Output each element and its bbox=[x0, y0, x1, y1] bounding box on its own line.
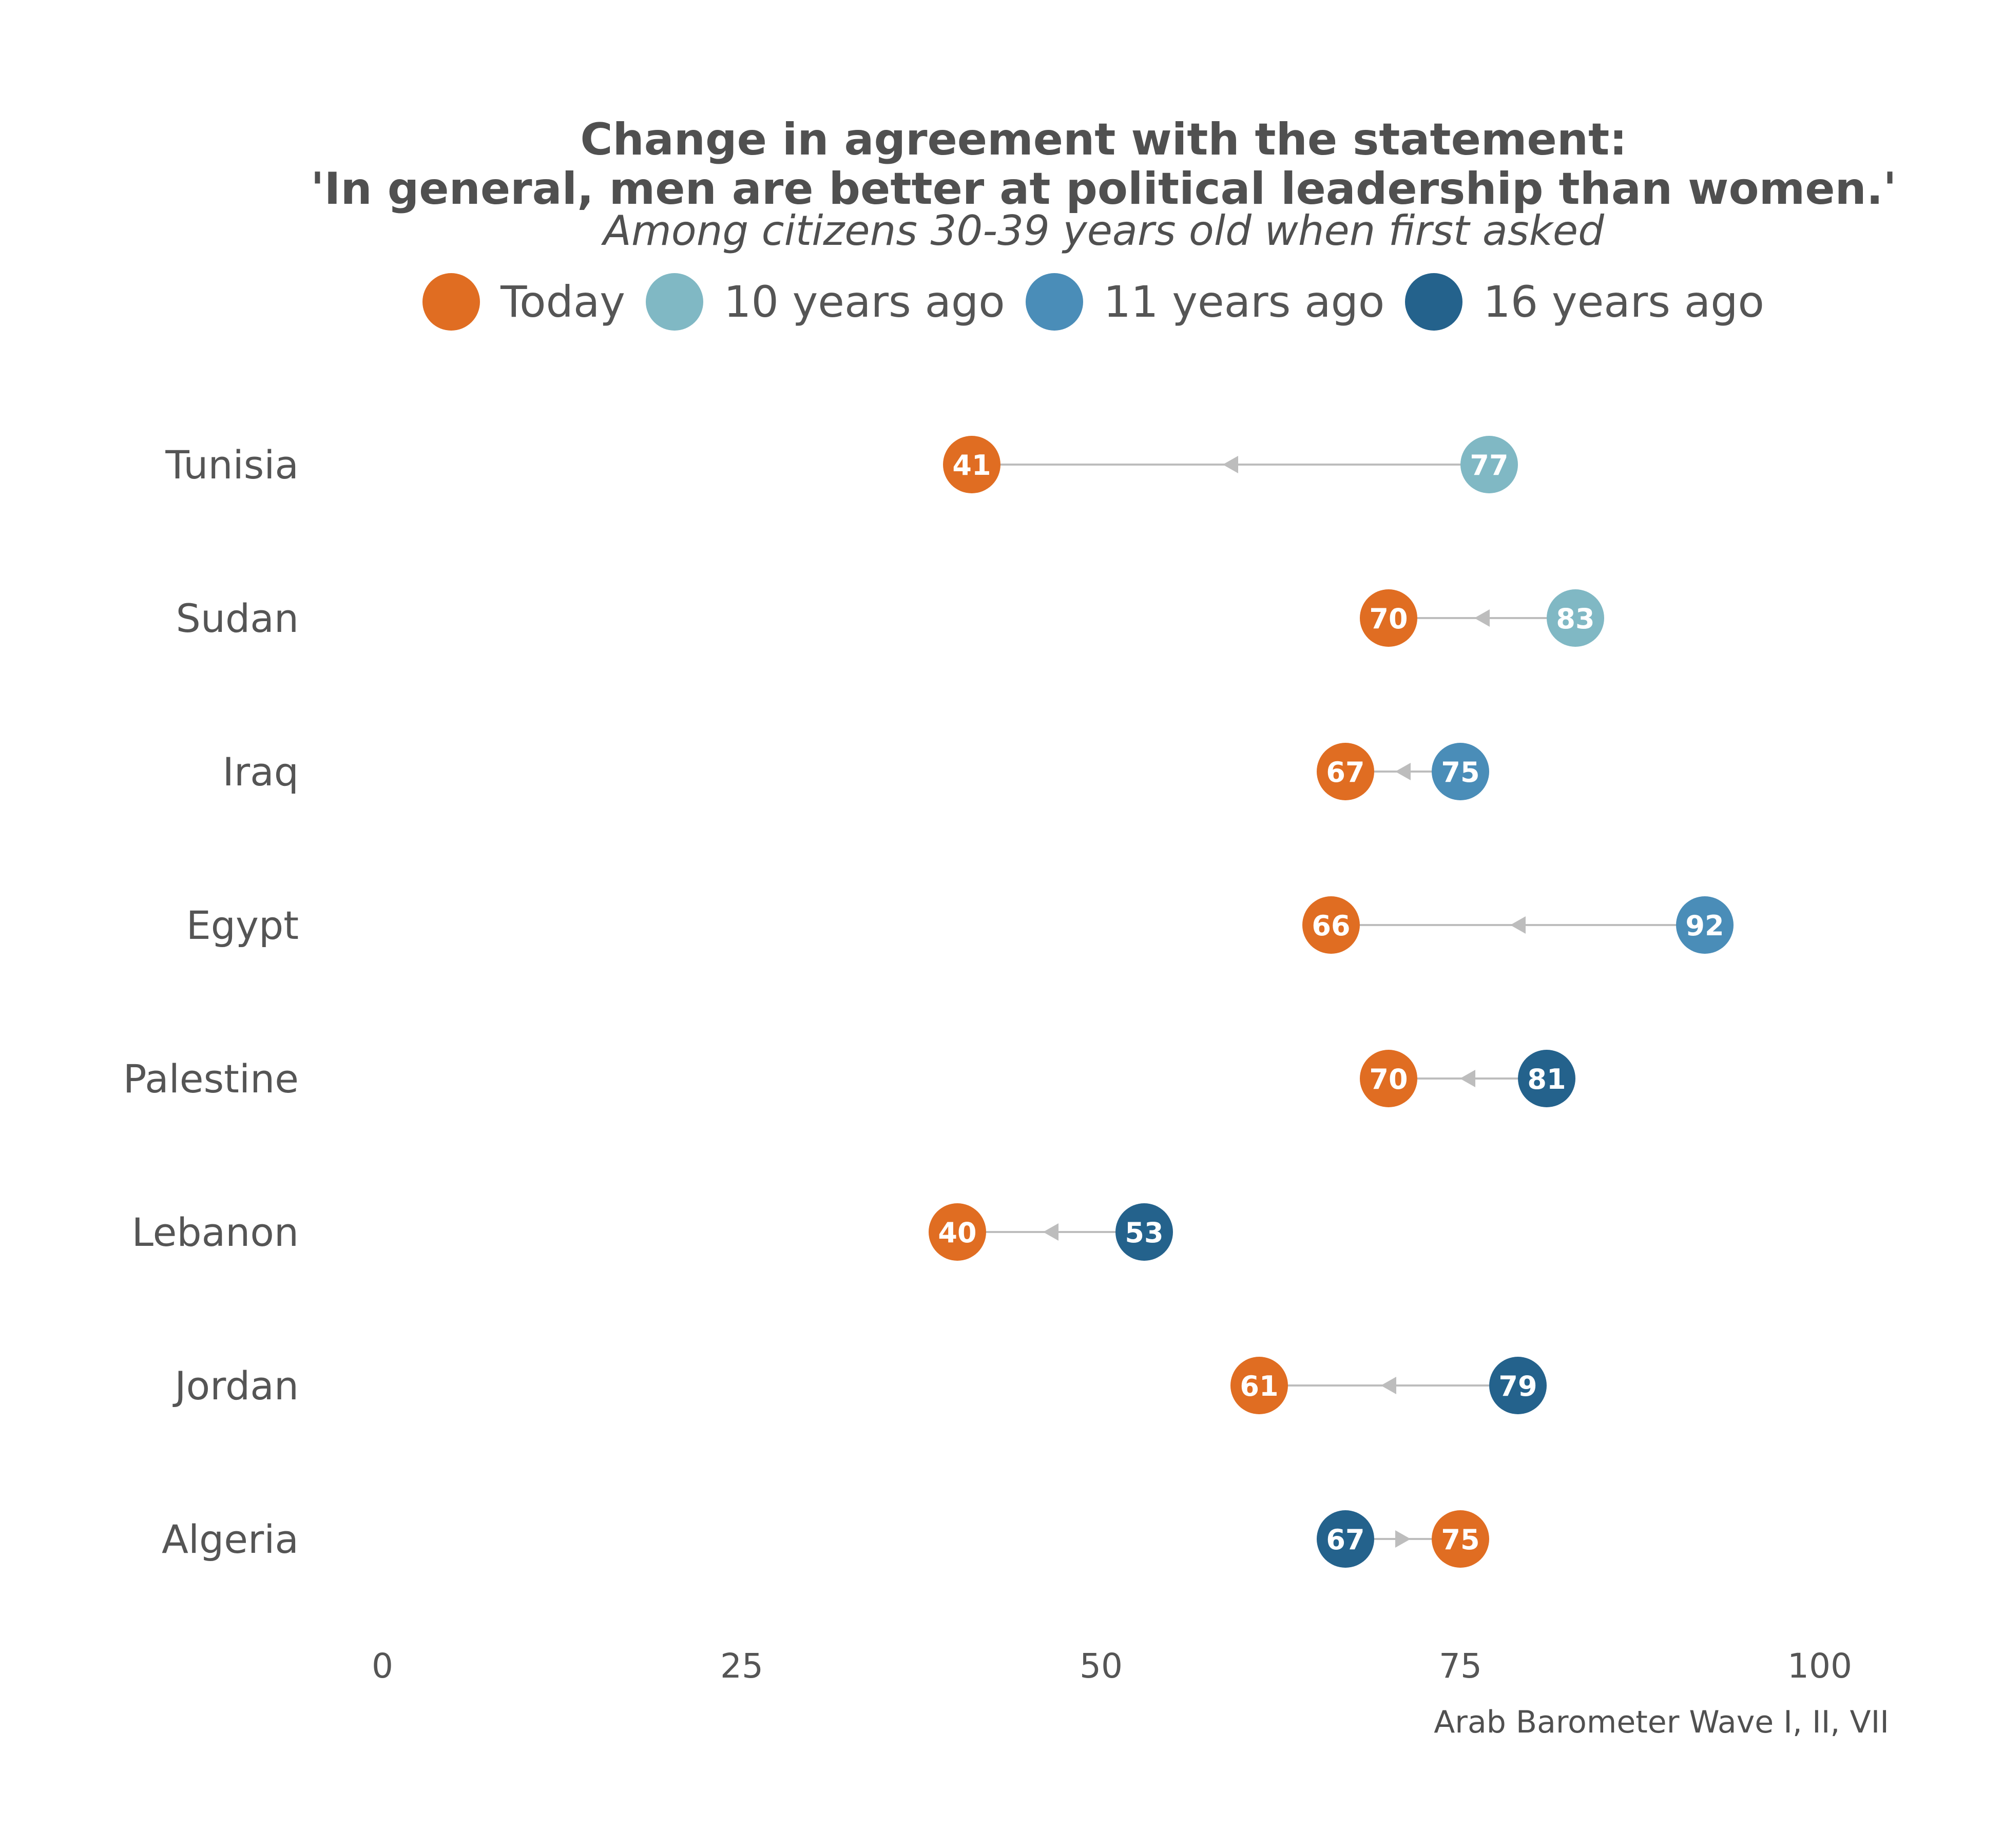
today-dot bbox=[1360, 1050, 1417, 1107]
chart-title: Change in agreement with the statement: bbox=[580, 114, 1627, 165]
past-dot bbox=[1460, 436, 1518, 493]
legend-label: 10 years ago bbox=[724, 277, 1005, 327]
today-value-label: 66 bbox=[1312, 910, 1350, 942]
change-arrow bbox=[1474, 609, 1490, 627]
today-value-label: 41 bbox=[952, 449, 991, 482]
past-dot bbox=[1432, 743, 1489, 800]
legend-item: Today bbox=[422, 273, 646, 331]
past-dot bbox=[1489, 1357, 1547, 1414]
country-label: Egypt bbox=[186, 902, 299, 948]
legend-item: 10 years ago bbox=[646, 273, 1026, 331]
change-arrow bbox=[1043, 1223, 1058, 1241]
legend-label: Today bbox=[500, 277, 625, 327]
change-arrow bbox=[1381, 1377, 1396, 1394]
change-arrow bbox=[1395, 763, 1411, 780]
legend-label: 16 years ago bbox=[1483, 277, 1764, 327]
past-value-label: 83 bbox=[1556, 603, 1594, 635]
x-tick-label: 0 bbox=[372, 1646, 393, 1686]
today-dot bbox=[1360, 589, 1417, 647]
past-value-label: 77 bbox=[1470, 449, 1508, 482]
today-value-label: 61 bbox=[1240, 1370, 1278, 1402]
x-tick-label: 100 bbox=[1787, 1646, 1852, 1686]
chart-title-line2: 'In general, men are better at political… bbox=[311, 163, 1897, 215]
past-dot bbox=[1518, 1050, 1575, 1107]
country-label: Lebanon bbox=[132, 1209, 299, 1255]
today-dot bbox=[929, 1203, 986, 1261]
today-dot bbox=[1317, 743, 1374, 800]
country-label: Iraq bbox=[223, 749, 299, 795]
past-value-label: 75 bbox=[1441, 756, 1479, 788]
today-dot bbox=[1432, 1510, 1489, 1568]
change-arrow bbox=[1395, 1530, 1411, 1548]
today-value-label: 70 bbox=[1369, 603, 1408, 635]
legend-swatch bbox=[1025, 273, 1083, 331]
change-arrow bbox=[1510, 916, 1526, 934]
x-tick-label: 25 bbox=[720, 1646, 763, 1686]
today-value-label: 75 bbox=[1441, 1524, 1479, 1556]
past-value-label: 53 bbox=[1125, 1217, 1163, 1249]
change-arrow bbox=[1223, 456, 1238, 473]
past-dot bbox=[1317, 1510, 1374, 1568]
today-dot bbox=[1302, 896, 1360, 954]
today-value-label: 70 bbox=[1369, 1063, 1408, 1095]
chart-subtitle: Among citizens 30-39 years old when firs… bbox=[603, 207, 1604, 255]
legend-swatch bbox=[1405, 273, 1463, 331]
x-tick-label: 75 bbox=[1439, 1646, 1482, 1686]
legend-swatch bbox=[646, 273, 703, 331]
country-label: Jordan bbox=[172, 1363, 299, 1409]
past-dot bbox=[1115, 1203, 1173, 1261]
legend-item: 11 years ago bbox=[1025, 273, 1406, 331]
today-dot bbox=[1230, 1357, 1288, 1414]
x-tick-label: 50 bbox=[1080, 1646, 1123, 1686]
legend-label: 11 years ago bbox=[1103, 277, 1385, 327]
past-dot bbox=[1676, 896, 1734, 954]
past-value-label: 67 bbox=[1326, 1524, 1364, 1556]
country-label: Sudan bbox=[176, 595, 299, 641]
country-label: Palestine bbox=[123, 1056, 299, 1102]
country-label: Algeria bbox=[162, 1516, 299, 1562]
country-label: Tunisia bbox=[165, 442, 299, 488]
today-value-label: 40 bbox=[938, 1217, 976, 1249]
today-value-label: 67 bbox=[1326, 756, 1364, 788]
legend-item: 16 years ago bbox=[1405, 273, 1785, 331]
legend-swatch bbox=[422, 273, 480, 331]
past-value-label: 79 bbox=[1498, 1370, 1537, 1402]
today-dot bbox=[943, 436, 1000, 493]
past-value-label: 81 bbox=[1527, 1063, 1566, 1095]
source-caption: Arab Barometer Wave I, II, VII bbox=[1434, 1704, 1889, 1740]
past-dot bbox=[1547, 589, 1604, 647]
past-value-label: 92 bbox=[1685, 910, 1724, 942]
change-arrow bbox=[1460, 1070, 1475, 1087]
legend: Today 10 years ago 11 years ago 16 years ag… bbox=[0, 273, 2002, 331]
